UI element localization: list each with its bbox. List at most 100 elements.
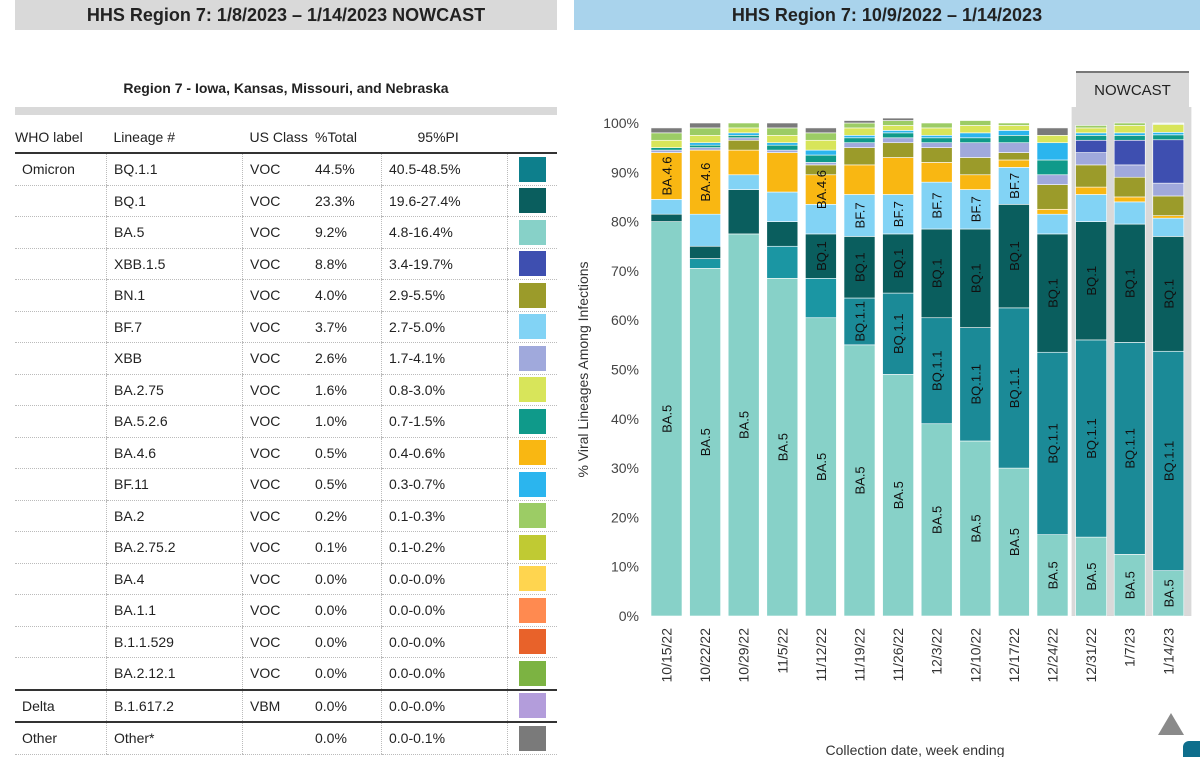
bar-segment <box>1114 202 1145 224</box>
color-swatch-cell <box>508 500 558 532</box>
who-label <box>15 595 107 627</box>
x-tick-label: 12/17/22 <box>1006 628 1022 683</box>
color-swatch <box>519 566 546 591</box>
bar-segment <box>767 153 798 192</box>
bar-segment <box>690 128 721 135</box>
bar-segment <box>1153 124 1184 132</box>
bar-label: BA.5 <box>968 514 983 542</box>
nowcast-label: NOWCAST <box>1076 71 1189 107</box>
scroll-up-arrow-icon[interactable] <box>1158 713 1184 735</box>
bar-segment <box>690 143 721 145</box>
pi-range: 1.7-4.1% <box>382 343 508 375</box>
bar-segment <box>1153 216 1184 218</box>
bar-segment <box>651 128 682 133</box>
color-swatch <box>519 629 546 654</box>
who-label <box>15 626 107 658</box>
who-label <box>15 374 107 406</box>
col-us-class: US Class <box>243 122 309 153</box>
y-tick-label: 0% <box>619 608 639 624</box>
bar-label: BA.5 <box>1084 562 1099 590</box>
bar-segment <box>960 121 991 126</box>
color-swatch <box>519 377 546 402</box>
bar-segment <box>1076 128 1107 133</box>
lineage-name: BA.5.2.6 <box>107 406 243 438</box>
us-class: VOC <box>243 563 309 595</box>
pct-total: 0.0% <box>308 595 382 627</box>
color-swatch <box>519 693 546 718</box>
bar-segment <box>690 135 721 142</box>
bar-segment <box>690 214 721 246</box>
pct-total: 0.0% <box>308 722 382 754</box>
us-class: VOC <box>243 343 309 375</box>
bar-label: BQ.1 <box>853 252 868 282</box>
bar-segment <box>728 128 759 133</box>
bar-segment <box>1076 165 1107 187</box>
lineage-name: BA.4 <box>107 563 243 595</box>
y-axis-label: % Viral Lineages Among Infections <box>575 261 591 477</box>
x-tick-label: 12/10/22 <box>967 628 983 683</box>
bar-segment <box>728 133 759 135</box>
y-tick-label: 10% <box>611 559 639 575</box>
bar-segment <box>690 246 721 258</box>
pct-total: 9.2% <box>308 217 382 249</box>
bar-label: BF.7 <box>968 196 983 222</box>
bar-segment <box>690 259 721 269</box>
bar-segment <box>1076 135 1107 140</box>
bar-segment <box>651 140 682 147</box>
bar-segment <box>1153 135 1184 140</box>
x-tick-label: 11/5/22 <box>774 628 790 674</box>
bar-label: BF.7 <box>891 201 906 227</box>
bar-segment <box>767 192 798 222</box>
feedback-corner-button[interactable] <box>1183 741 1200 757</box>
who-label <box>15 406 107 438</box>
bar-segment <box>1076 153 1107 165</box>
bar-label: BQ.1.1 <box>930 350 945 390</box>
x-tick-label: 1/7/23 <box>1122 628 1138 667</box>
pct-total: 0.1% <box>308 532 382 564</box>
us-class: VOC <box>243 185 309 217</box>
bar-segment <box>998 143 1029 153</box>
bar-segment <box>844 138 875 143</box>
bar-segment <box>883 118 914 120</box>
pi-range: 40.5-48.5% <box>382 153 508 185</box>
bar-label: BA.5 <box>737 411 752 439</box>
y-tick-label: 30% <box>611 460 639 476</box>
color-swatch <box>519 157 546 182</box>
pct-total: 0.0% <box>308 626 382 658</box>
bar-label: BA.5 <box>930 506 945 534</box>
bar-segment <box>844 148 875 165</box>
bar-segment <box>960 143 991 158</box>
color-swatch-cell <box>508 690 558 723</box>
bar-segment <box>1037 209 1068 214</box>
bar-label: BQ.1.1 <box>968 364 983 404</box>
bar-label: BA.5 <box>853 466 868 494</box>
bar-segment <box>1037 128 1068 135</box>
bar-segment <box>960 158 991 175</box>
y-tick-label: 60% <box>611 312 639 328</box>
bar-label: BF.7 <box>1007 173 1022 199</box>
pi-range: 0.0-0.0% <box>382 690 508 723</box>
who-label: Other <box>15 722 107 754</box>
bar-segment <box>728 150 759 175</box>
bar-segment <box>651 199 682 214</box>
bar-segment <box>767 222 798 247</box>
who-label <box>15 248 107 280</box>
bar-label: BA.5 <box>698 428 713 456</box>
y-tick-label: 90% <box>611 164 639 180</box>
bar-segment <box>960 133 991 138</box>
pct-total: 0.5% <box>308 469 382 501</box>
lineage-name: BN.1 <box>107 280 243 312</box>
bar-segment <box>651 214 682 221</box>
pi-range: 0.0-0.0% <box>382 595 508 627</box>
bar-label: BQ.1.1 <box>853 301 868 341</box>
color-swatch <box>519 726 546 751</box>
color-swatch-cell <box>508 469 558 501</box>
bar-segment <box>921 123 952 128</box>
who-label: Omicron <box>15 153 107 185</box>
us-class <box>243 722 309 754</box>
bar-segment <box>921 135 952 137</box>
bar-segment <box>998 130 1029 135</box>
